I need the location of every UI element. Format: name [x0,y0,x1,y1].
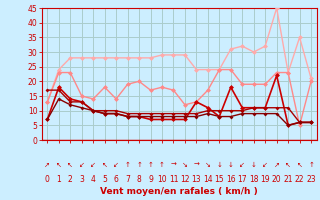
Text: ↓: ↓ [251,162,257,168]
Text: ↑: ↑ [136,162,142,168]
Text: ↑: ↑ [308,162,314,168]
Text: 11: 11 [169,174,178,184]
Text: 6: 6 [114,174,119,184]
Text: 22: 22 [295,174,304,184]
Text: ↙: ↙ [113,162,119,168]
Text: 20: 20 [272,174,282,184]
Text: 17: 17 [237,174,247,184]
Text: ↓: ↓ [216,162,222,168]
Text: →: → [171,162,176,168]
Text: 19: 19 [260,174,270,184]
Text: ↑: ↑ [148,162,154,168]
Text: ↖: ↖ [56,162,62,168]
Text: 12: 12 [180,174,190,184]
Text: 9: 9 [148,174,153,184]
Text: 0: 0 [45,174,50,184]
Text: 4: 4 [91,174,96,184]
Text: ↑: ↑ [159,162,165,168]
Text: →: → [194,162,199,168]
Text: ↖: ↖ [297,162,302,168]
Text: ↙: ↙ [90,162,96,168]
Text: 1: 1 [56,174,61,184]
Text: 3: 3 [79,174,84,184]
Text: ↓: ↓ [228,162,234,168]
Text: ↗: ↗ [274,162,280,168]
Text: ↑: ↑ [125,162,131,168]
Text: 21: 21 [284,174,293,184]
Text: 5: 5 [102,174,107,184]
Text: 7: 7 [125,174,130,184]
Text: 10: 10 [157,174,167,184]
Text: Vent moyen/en rafales ( km/h ): Vent moyen/en rafales ( km/h ) [100,187,258,196]
Text: 14: 14 [203,174,213,184]
Text: 15: 15 [214,174,224,184]
Text: 16: 16 [226,174,236,184]
Text: 2: 2 [68,174,73,184]
Text: ↙: ↙ [262,162,268,168]
Text: ↖: ↖ [102,162,108,168]
Text: 18: 18 [249,174,259,184]
Text: ↖: ↖ [285,162,291,168]
Text: 13: 13 [192,174,201,184]
Text: ↙: ↙ [239,162,245,168]
Text: 23: 23 [306,174,316,184]
Text: ↖: ↖ [67,162,73,168]
Text: ↘: ↘ [182,162,188,168]
Text: ↘: ↘ [205,162,211,168]
Text: ↗: ↗ [44,162,50,168]
Text: 8: 8 [137,174,141,184]
Text: ↙: ↙ [79,162,85,168]
